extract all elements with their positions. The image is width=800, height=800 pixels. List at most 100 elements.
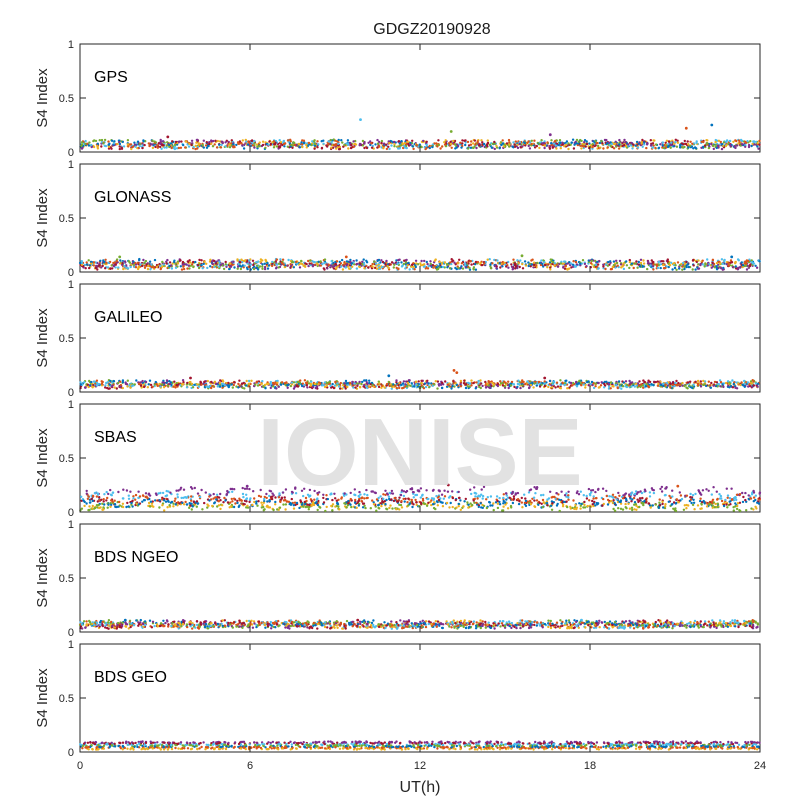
data-point [353, 382, 356, 385]
data-point [543, 261, 546, 264]
data-point [118, 500, 121, 504]
data-point [252, 490, 255, 493]
data-point [156, 146, 159, 149]
data-point [505, 265, 508, 268]
data-point [480, 139, 483, 142]
data-point [163, 146, 166, 149]
data-point [374, 262, 378, 265]
data-point [189, 380, 192, 384]
data-point [238, 384, 241, 387]
data-point [301, 145, 304, 149]
data-point [142, 498, 146, 502]
data-point [638, 141, 641, 144]
data-point [255, 143, 258, 146]
data-point [491, 381, 494, 385]
data-point [385, 147, 389, 151]
data-point [338, 145, 342, 149]
data-point [374, 143, 377, 146]
data-point [435, 268, 439, 271]
data-point [735, 139, 738, 143]
data-point [584, 145, 587, 148]
data-point [365, 259, 368, 262]
data-point [218, 260, 221, 263]
data-point [201, 143, 204, 147]
data-point [689, 380, 692, 383]
data-point [662, 384, 665, 388]
data-point [596, 260, 599, 264]
data-point [509, 384, 513, 387]
data-point [728, 143, 732, 146]
data-point [554, 144, 557, 147]
data-point [99, 259, 102, 262]
data-point [256, 384, 260, 387]
data-point [480, 506, 483, 509]
data-point [284, 508, 287, 511]
data-point [652, 491, 656, 495]
data-point [319, 260, 322, 263]
data-point [744, 145, 747, 148]
data-point [455, 371, 459, 374]
data-point [715, 490, 718, 493]
data-point [691, 386, 694, 390]
data-point [628, 507, 632, 510]
data-point [603, 382, 606, 386]
data-point [586, 380, 589, 384]
data-point [116, 381, 120, 385]
data-point [552, 380, 556, 384]
data-point [100, 145, 103, 148]
data-point [468, 266, 471, 270]
data-point [646, 260, 650, 263]
data-point [426, 262, 429, 266]
data-point [180, 268, 184, 271]
data-point [237, 262, 240, 266]
data-point [94, 139, 98, 143]
data-point [662, 146, 666, 150]
data-point [211, 145, 215, 148]
data-point [486, 139, 489, 142]
data-point [279, 258, 282, 261]
data-point [195, 141, 198, 144]
data-point [590, 259, 593, 263]
data-point [651, 261, 654, 264]
data-point [592, 140, 595, 143]
data-point [98, 139, 102, 142]
data-point [480, 263, 484, 267]
data-point [392, 266, 395, 269]
data-point [166, 141, 169, 144]
data-point [731, 386, 735, 389]
data-point [408, 379, 411, 382]
data-point [129, 143, 133, 146]
data-point [413, 268, 416, 271]
data-point [521, 145, 524, 148]
data-point [322, 267, 325, 270]
data-point [395, 379, 398, 382]
data-point [336, 382, 339, 385]
data-point [469, 260, 472, 263]
data-point [565, 140, 569, 143]
data-point [321, 384, 324, 387]
data-point [710, 142, 713, 146]
data-point [173, 259, 176, 262]
data-point [665, 139, 669, 142]
data-point [486, 141, 490, 145]
data-point [263, 265, 267, 269]
data-point [633, 508, 636, 511]
data-point [459, 385, 463, 388]
data-point [631, 147, 634, 150]
data-point [232, 497, 236, 500]
data-point [625, 260, 628, 263]
data-point [533, 382, 536, 385]
data-point [296, 262, 299, 265]
data-point [751, 262, 754, 265]
data-point [741, 264, 745, 267]
data-point [136, 140, 140, 143]
data-point [532, 261, 536, 264]
data-point [346, 382, 349, 385]
data-point [151, 385, 154, 388]
data-point [752, 140, 755, 143]
data-point [546, 141, 549, 144]
data-point [96, 142, 100, 145]
data-point [238, 140, 242, 143]
data-point [511, 267, 515, 270]
data-point [202, 146, 205, 149]
